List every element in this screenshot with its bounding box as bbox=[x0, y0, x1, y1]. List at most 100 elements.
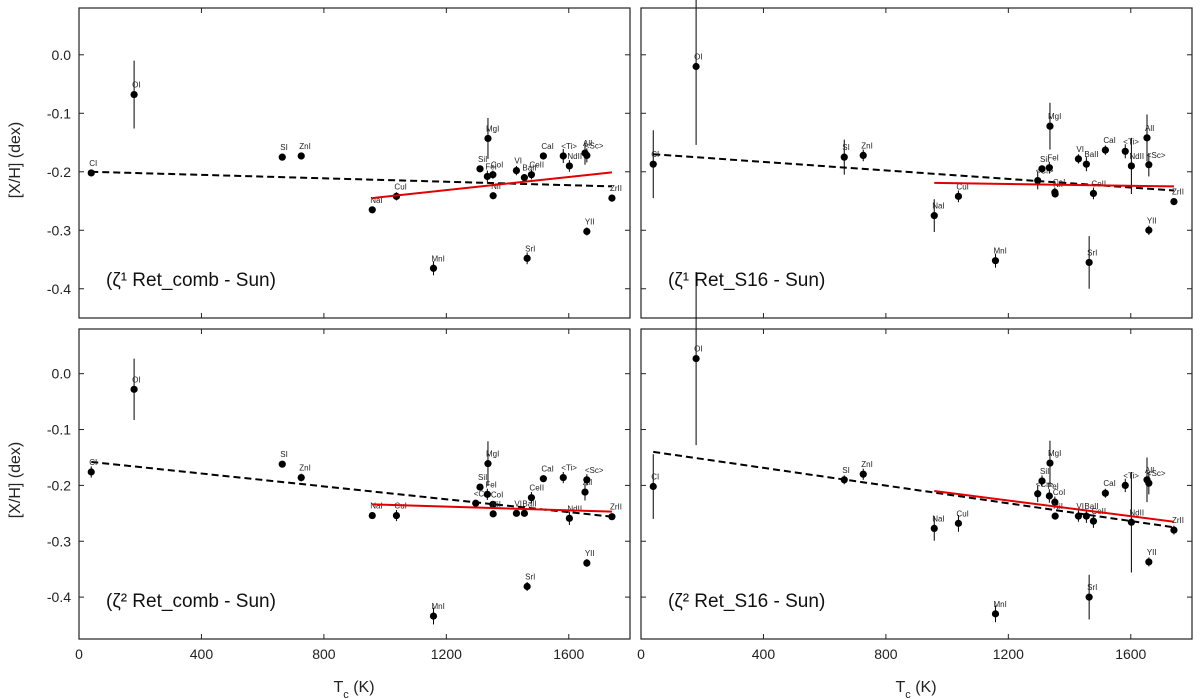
data-point bbox=[539, 475, 547, 483]
data-point bbox=[1145, 161, 1153, 169]
point-label: VI bbox=[514, 157, 522, 166]
point-label: OI bbox=[132, 81, 140, 90]
data-point bbox=[692, 62, 700, 71]
data-point bbox=[392, 511, 401, 520]
data-point bbox=[512, 167, 521, 175]
data-point bbox=[1051, 512, 1059, 520]
data-point bbox=[1121, 481, 1129, 489]
data-point bbox=[1143, 134, 1151, 142]
point-label: <Ti> bbox=[561, 142, 577, 151]
data-point bbox=[520, 509, 528, 517]
point-label: <Sc> bbox=[1147, 469, 1166, 478]
y-tick-label: -0.1 bbox=[47, 422, 71, 438]
panel-3: 0 400 800 1200 1600 0.0 -0.1 -0.2 -0.3 -0.4 CI OI SI… bbox=[47, 328, 631, 662]
data-point bbox=[489, 171, 497, 179]
data-point bbox=[608, 194, 616, 202]
point-label: CuI bbox=[956, 509, 968, 518]
data-point bbox=[692, 355, 700, 363]
data-point bbox=[859, 470, 867, 478]
point-label: NaI bbox=[932, 202, 944, 211]
data-point bbox=[583, 227, 591, 236]
data-point bbox=[583, 559, 591, 567]
x-axis-label-right: Tc (K) bbox=[895, 679, 936, 699]
point-label: BaII bbox=[522, 164, 536, 173]
data-point bbox=[1101, 146, 1109, 154]
panel-2: CIOISIZnINaICuIMnI<Cr>SiIFeIMgICoINiIVIB… bbox=[640, 0, 1193, 319]
y-tick-label: -0.1 bbox=[47, 105, 71, 121]
point-label: MgI bbox=[486, 124, 499, 133]
point-label: AlI bbox=[1145, 124, 1154, 133]
point-label: FeI bbox=[485, 480, 497, 489]
point-label: NdII bbox=[1129, 152, 1144, 161]
point-label: CeII bbox=[529, 484, 544, 493]
data-point bbox=[483, 172, 491, 181]
data-point bbox=[1127, 518, 1135, 526]
data-point bbox=[954, 519, 963, 527]
data-point bbox=[991, 610, 1000, 618]
point-label: CI bbox=[651, 150, 659, 159]
data-point bbox=[1045, 492, 1053, 500]
point-label: SrI bbox=[525, 244, 535, 253]
data-point bbox=[87, 169, 95, 177]
point-label: OI bbox=[132, 375, 140, 384]
data-point bbox=[527, 494, 536, 502]
x-tick-label: 400 bbox=[752, 646, 776, 662]
data-point bbox=[1101, 489, 1109, 497]
point-label: BaII bbox=[522, 499, 536, 508]
point-label: NaI bbox=[932, 514, 944, 523]
data-point bbox=[859, 151, 867, 159]
data-point bbox=[368, 206, 376, 214]
point-label: SiI bbox=[478, 155, 487, 164]
data-point bbox=[1051, 498, 1059, 506]
data-point bbox=[278, 460, 286, 468]
data-point bbox=[649, 482, 657, 491]
point-label: CoI bbox=[1053, 488, 1065, 497]
data-point bbox=[483, 490, 491, 498]
panel-label: (ζ¹ Ret_comb - Sun) bbox=[106, 270, 276, 291]
data-point bbox=[476, 165, 484, 173]
y-tick-label: 0.0 bbox=[52, 366, 72, 382]
x-tick-label: 800 bbox=[874, 646, 898, 662]
panel-frame bbox=[640, 328, 1193, 640]
point-label: SiI bbox=[478, 473, 487, 482]
point-label: BaII bbox=[1084, 502, 1098, 511]
data-point bbox=[559, 152, 567, 160]
data-point bbox=[476, 483, 484, 491]
data-point bbox=[429, 612, 438, 620]
point-label: NiI bbox=[491, 500, 501, 509]
point-label: SrI bbox=[1087, 248, 1097, 257]
data-point bbox=[472, 499, 480, 507]
point-label: FeI bbox=[485, 162, 497, 171]
x-tick-label: 400 bbox=[190, 646, 214, 662]
point-label: CoI bbox=[1053, 178, 1065, 187]
data-point bbox=[368, 511, 376, 520]
data-point bbox=[489, 500, 497, 508]
x-tick-label: 1600 bbox=[553, 646, 584, 662]
data-point bbox=[1082, 160, 1090, 168]
data-point bbox=[1046, 459, 1054, 467]
x-tick-label: 800 bbox=[312, 646, 336, 662]
x-tick-label: 1200 bbox=[993, 646, 1024, 662]
fit-line-refractory bbox=[372, 503, 612, 513]
data-point bbox=[608, 513, 616, 521]
data-point bbox=[1170, 526, 1178, 534]
point-label: FeI bbox=[1047, 482, 1059, 491]
point-label: NdII bbox=[567, 152, 582, 161]
y-tick-label: 0.0 bbox=[52, 47, 72, 63]
point-label: CeII bbox=[1091, 179, 1106, 188]
data-point bbox=[1082, 512, 1090, 520]
x-tick-label: 1200 bbox=[431, 646, 462, 662]
point-label: ZrII bbox=[1172, 188, 1184, 197]
y-axis-label-bottom: [X/H] (dex) bbox=[7, 442, 24, 518]
point-label: ZrII bbox=[1172, 516, 1184, 525]
point-label: NdII bbox=[1129, 508, 1144, 517]
point-label: <Cr> bbox=[1036, 480, 1054, 489]
point-label: MnI bbox=[993, 600, 1006, 609]
x-axis-label-left: Tc (K) bbox=[333, 679, 374, 699]
point-label: ZrII bbox=[610, 184, 622, 193]
data-point bbox=[583, 476, 591, 484]
point-label: SiI bbox=[1040, 155, 1049, 164]
point-label: AlI bbox=[1145, 466, 1154, 475]
point-label: BaII bbox=[1084, 150, 1098, 159]
point-label: CI bbox=[89, 159, 97, 168]
